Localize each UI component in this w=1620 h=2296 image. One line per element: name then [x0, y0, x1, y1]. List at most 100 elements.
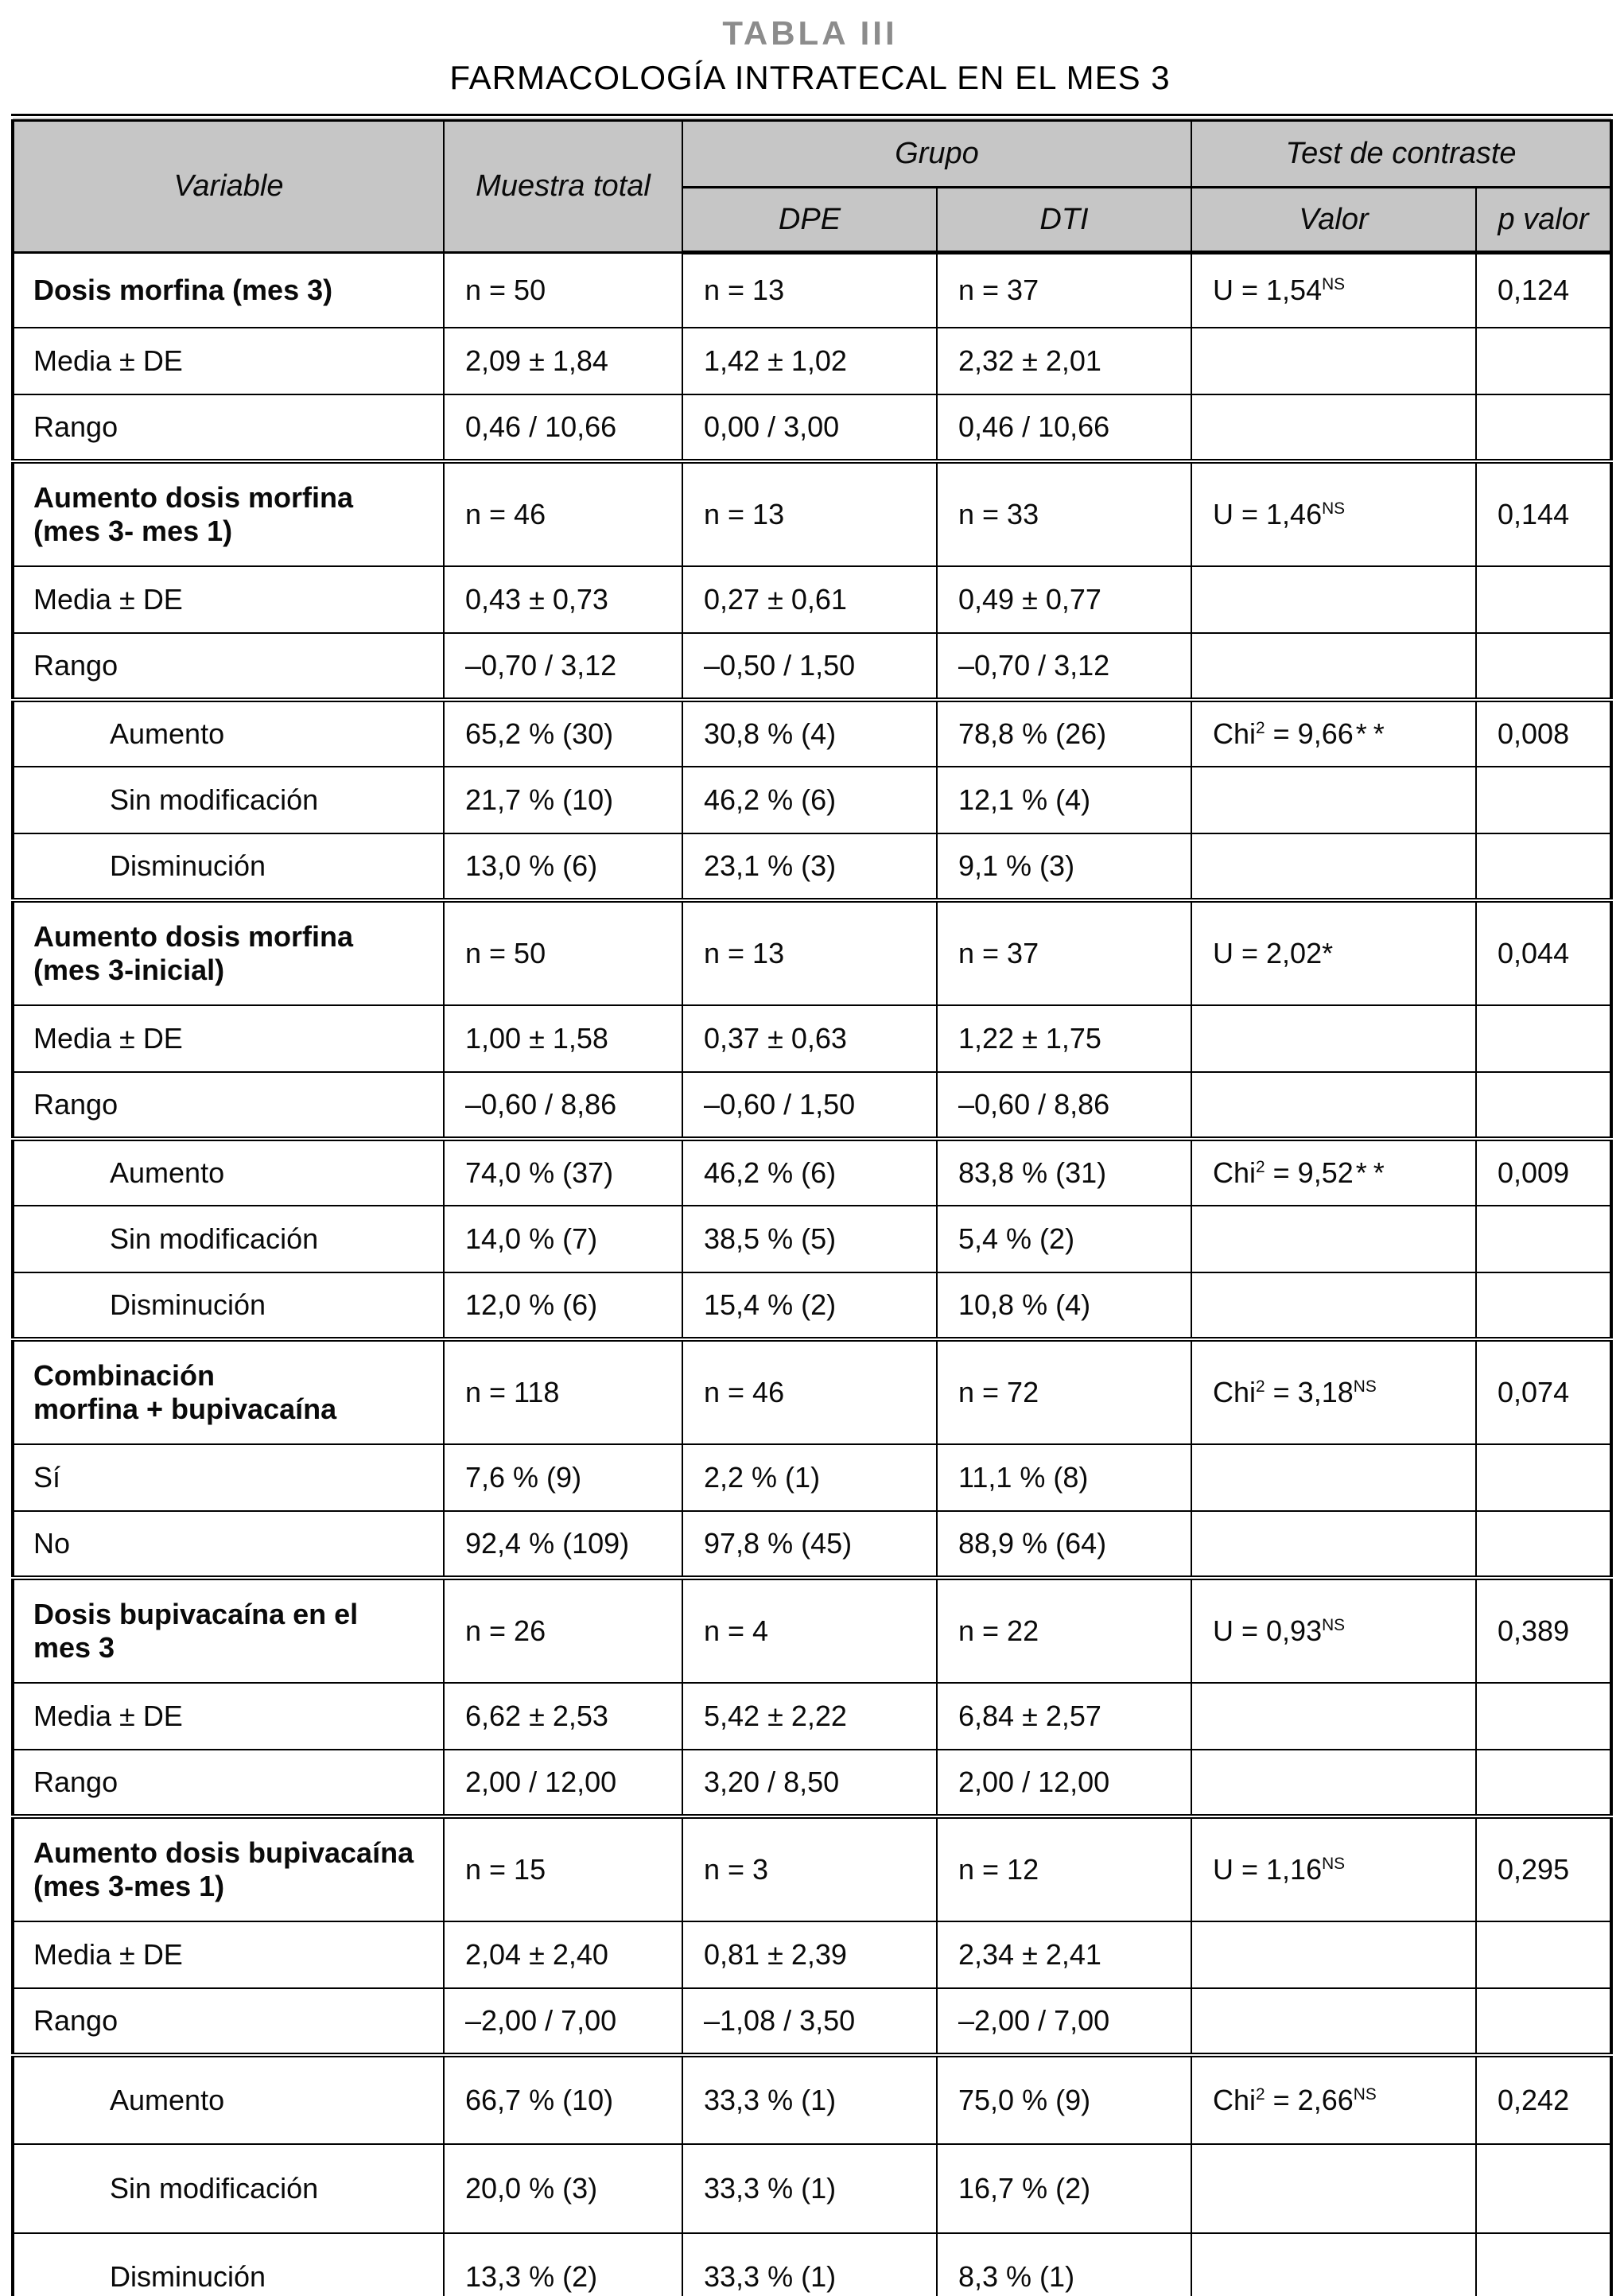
grupo-dpe-cell: 33,3 % (1): [682, 2052, 938, 2145]
grupo-dpe-cell: 15,4 % (2): [682, 1271, 938, 1340]
grupo-dti-cell: 5,4 % (2): [936, 1204, 1192, 1273]
variable-cell: Disminución: [12, 2232, 445, 2296]
muestra-total-cell: 7,6 % (9): [443, 1443, 683, 1512]
table-subtitle: FARMACOLOGÍA INTRATECAL EN EL MES 3: [449, 59, 1171, 97]
grupo-dpe-cell: 0,27 ± 0,61: [682, 565, 938, 634]
variable-cell: Dosis morfina (mes 3): [12, 251, 445, 328]
grupo-dti-cell: 75,0 % (9): [936, 2052, 1192, 2145]
p-valor-cell: 0,295: [1474, 1813, 1613, 1922]
variable-cell: Aumento dosis morfina (mes 3-inicial): [12, 897, 445, 1006]
table-row: Aumento dosis morfina (mes 3-inicial) n =…: [12, 897, 1613, 1006]
muestra-total-cell: n = 26: [443, 1575, 683, 1684]
muestra-total-cell: 0,46 / 10,66: [443, 393, 683, 462]
test-valor-cell: [1191, 1920, 1477, 1989]
variable-cell: Aumento dosis bupivacaína (mes 3-mes 1): [12, 1813, 445, 1922]
variable-cell: No: [12, 1509, 445, 1579]
p-valor-cell: [1474, 2143, 1613, 2234]
variable-cell: Rango: [12, 1070, 445, 1140]
grupo-dpe-cell: 46,2 % (6): [682, 1136, 938, 1206]
table-row: Rango –0,60 / 8,86 –0,60 / 1,50 –0,60 / 8,8…: [12, 1070, 1613, 1140]
p-valor-cell: [1474, 1920, 1613, 1989]
muestra-total-cell: 13,0 % (6): [443, 832, 683, 901]
grupo-dpe-cell: n = 3: [682, 1813, 938, 1922]
p-valor-cell: 0,044: [1474, 897, 1613, 1006]
muestra-total-cell: –0,60 / 8,86: [443, 1070, 683, 1140]
muestra-total-cell: 1,00 ± 1,58: [443, 1004, 683, 1073]
muestra-total-cell: 12,0 % (6): [443, 1271, 683, 1340]
test-valor-cell: [1191, 2143, 1477, 2234]
grupo-dti-cell: n = 37: [936, 897, 1192, 1006]
test-valor-cell: U = 1,46NS: [1191, 458, 1477, 567]
test-valor-cell: [1191, 393, 1477, 462]
table-row: Media ± DE 2,09 ± 1,84 1,42 ± 1,02 2,32 ± 2…: [12, 326, 1613, 395]
muestra-total-cell: 14,0 % (7): [443, 1204, 683, 1273]
p-valor-cell: [1474, 765, 1613, 834]
grupo-dti-cell: 83,8 % (31): [936, 1136, 1192, 1206]
grupo-dti-cell: n = 33: [936, 458, 1192, 567]
grupo-dti-cell: 0,46 / 10,66: [936, 393, 1192, 462]
muestra-total-cell: 66,7 % (10): [443, 2052, 683, 2145]
col-header-variable: Variable: [12, 116, 445, 254]
test-valor-cell: U = 1,16NS: [1191, 1813, 1477, 1922]
table-row: Rango 2,00 / 12,00 3,20 / 8,50 2,00 / 12,00: [12, 1748, 1613, 1817]
grupo-dti-cell: 2,00 / 12,00: [936, 1748, 1192, 1817]
table-row: Sin modificación 20,0 % (3) 33,3 % (1) 16,7…: [12, 2143, 1613, 2234]
grupo-dpe-cell: 0,81 ± 2,39: [682, 1920, 938, 1989]
pharmacology-data-table: Variable Muestra total Grupo Test de con…: [11, 113, 1614, 2296]
grupo-dti-cell: n = 72: [936, 1336, 1192, 1445]
table-row: Dosis morfina (mes 3) n = 50 n = 13 n = 37 U…: [12, 251, 1613, 328]
test-valor-cell: [1191, 765, 1477, 834]
table-titles: TABLA III FARMACOLOGÍA INTRATECAL EN EL …: [0, 0, 1620, 98]
muestra-total-cell: n = 118: [443, 1336, 683, 1445]
test-valor-cell: [1191, 1443, 1477, 1512]
muestra-total-cell: –0,70 / 3,12: [443, 631, 683, 701]
p-valor-cell: [1474, 1004, 1613, 1073]
p-valor-cell: 0,124: [1474, 251, 1613, 328]
test-valor-cell: [1191, 1070, 1477, 1140]
p-valor-cell: [1474, 832, 1613, 901]
test-valor-cell: Chi2 = 2,66NS: [1191, 2052, 1477, 2145]
variable-cell: Rango: [12, 631, 445, 701]
grupo-dpe-cell: n = 13: [682, 897, 938, 1006]
table-row: Rango 0,46 / 10,66 0,00 / 3,00 0,46 / 10,66: [12, 393, 1613, 462]
p-valor-cell: 0,008: [1474, 697, 1613, 767]
table-row: Sí 7,6 % (9) 2,2 % (1) 11,1 % (8): [12, 1443, 1613, 1512]
grupo-dti-cell: 6,84 ± 2,57: [936, 1681, 1192, 1750]
grupo-dti-cell: –2,00 / 7,00: [936, 1987, 1192, 2056]
test-valor-cell: [1191, 832, 1477, 901]
grupo-dpe-cell: –0,50 / 1,50: [682, 631, 938, 701]
grupo-dti-cell: 88,9 % (64): [936, 1509, 1192, 1579]
variable-cell: Disminución: [12, 1271, 445, 1340]
col-header-dti: DTI: [936, 186, 1192, 255]
grupo-dpe-cell: 5,42 ± 2,22: [682, 1681, 938, 1750]
grupo-dti-cell: 9,1 % (3): [936, 832, 1192, 901]
variable-cell: Media ± DE: [12, 1920, 445, 1989]
grupo-dpe-cell: 0,00 / 3,00: [682, 393, 938, 462]
table-row: Aumento 74,0 % (37) 46,2 % (6) 83,8 % (31) C…: [12, 1136, 1613, 1206]
test-valor-cell: [1191, 326, 1477, 395]
grupo-dpe-cell: 3,20 / 8,50: [682, 1748, 938, 1817]
grupo-dti-cell: n = 22: [936, 1575, 1192, 1684]
variable-cell: Aumento: [12, 697, 445, 767]
muestra-total-cell: 65,2 % (30): [443, 697, 683, 767]
table-row: Media ± DE 6,62 ± 2,53 5,42 ± 2,22 6,84 ± 2…: [12, 1681, 1613, 1750]
table-row: Aumento 65,2 % (30) 30,8 % (4) 78,8 % (26) C…: [12, 697, 1613, 767]
grupo-dpe-cell: n = 13: [682, 458, 938, 567]
muestra-total-cell: 2,09 ± 1,84: [443, 326, 683, 395]
col-header-valor: Valor: [1191, 186, 1477, 255]
p-valor-cell: [1474, 326, 1613, 395]
variable-cell: Aumento: [12, 1136, 445, 1206]
grupo-dpe-cell: 46,2 % (6): [682, 765, 938, 834]
test-valor-cell: [1191, 1204, 1477, 1273]
grupo-dpe-cell: 33,3 % (1): [682, 2232, 938, 2296]
variable-cell: Rango: [12, 1748, 445, 1817]
table-head: Variable Muestra total Grupo Test de con…: [12, 116, 1613, 255]
variable-cell: Media ± DE: [12, 1681, 445, 1750]
grupo-dpe-cell: n = 4: [682, 1575, 938, 1684]
table-row: Sin modificación 21,7 % (10) 46,2 % (6) 12,…: [12, 765, 1613, 834]
table-row: Aumento dosis morfina (mes 3- mes 1) n = …: [12, 458, 1613, 567]
grupo-dti-cell: –0,70 / 3,12: [936, 631, 1192, 701]
test-valor-cell: U = 1,54NS: [1191, 251, 1477, 328]
test-valor-cell: [1191, 1509, 1477, 1579]
